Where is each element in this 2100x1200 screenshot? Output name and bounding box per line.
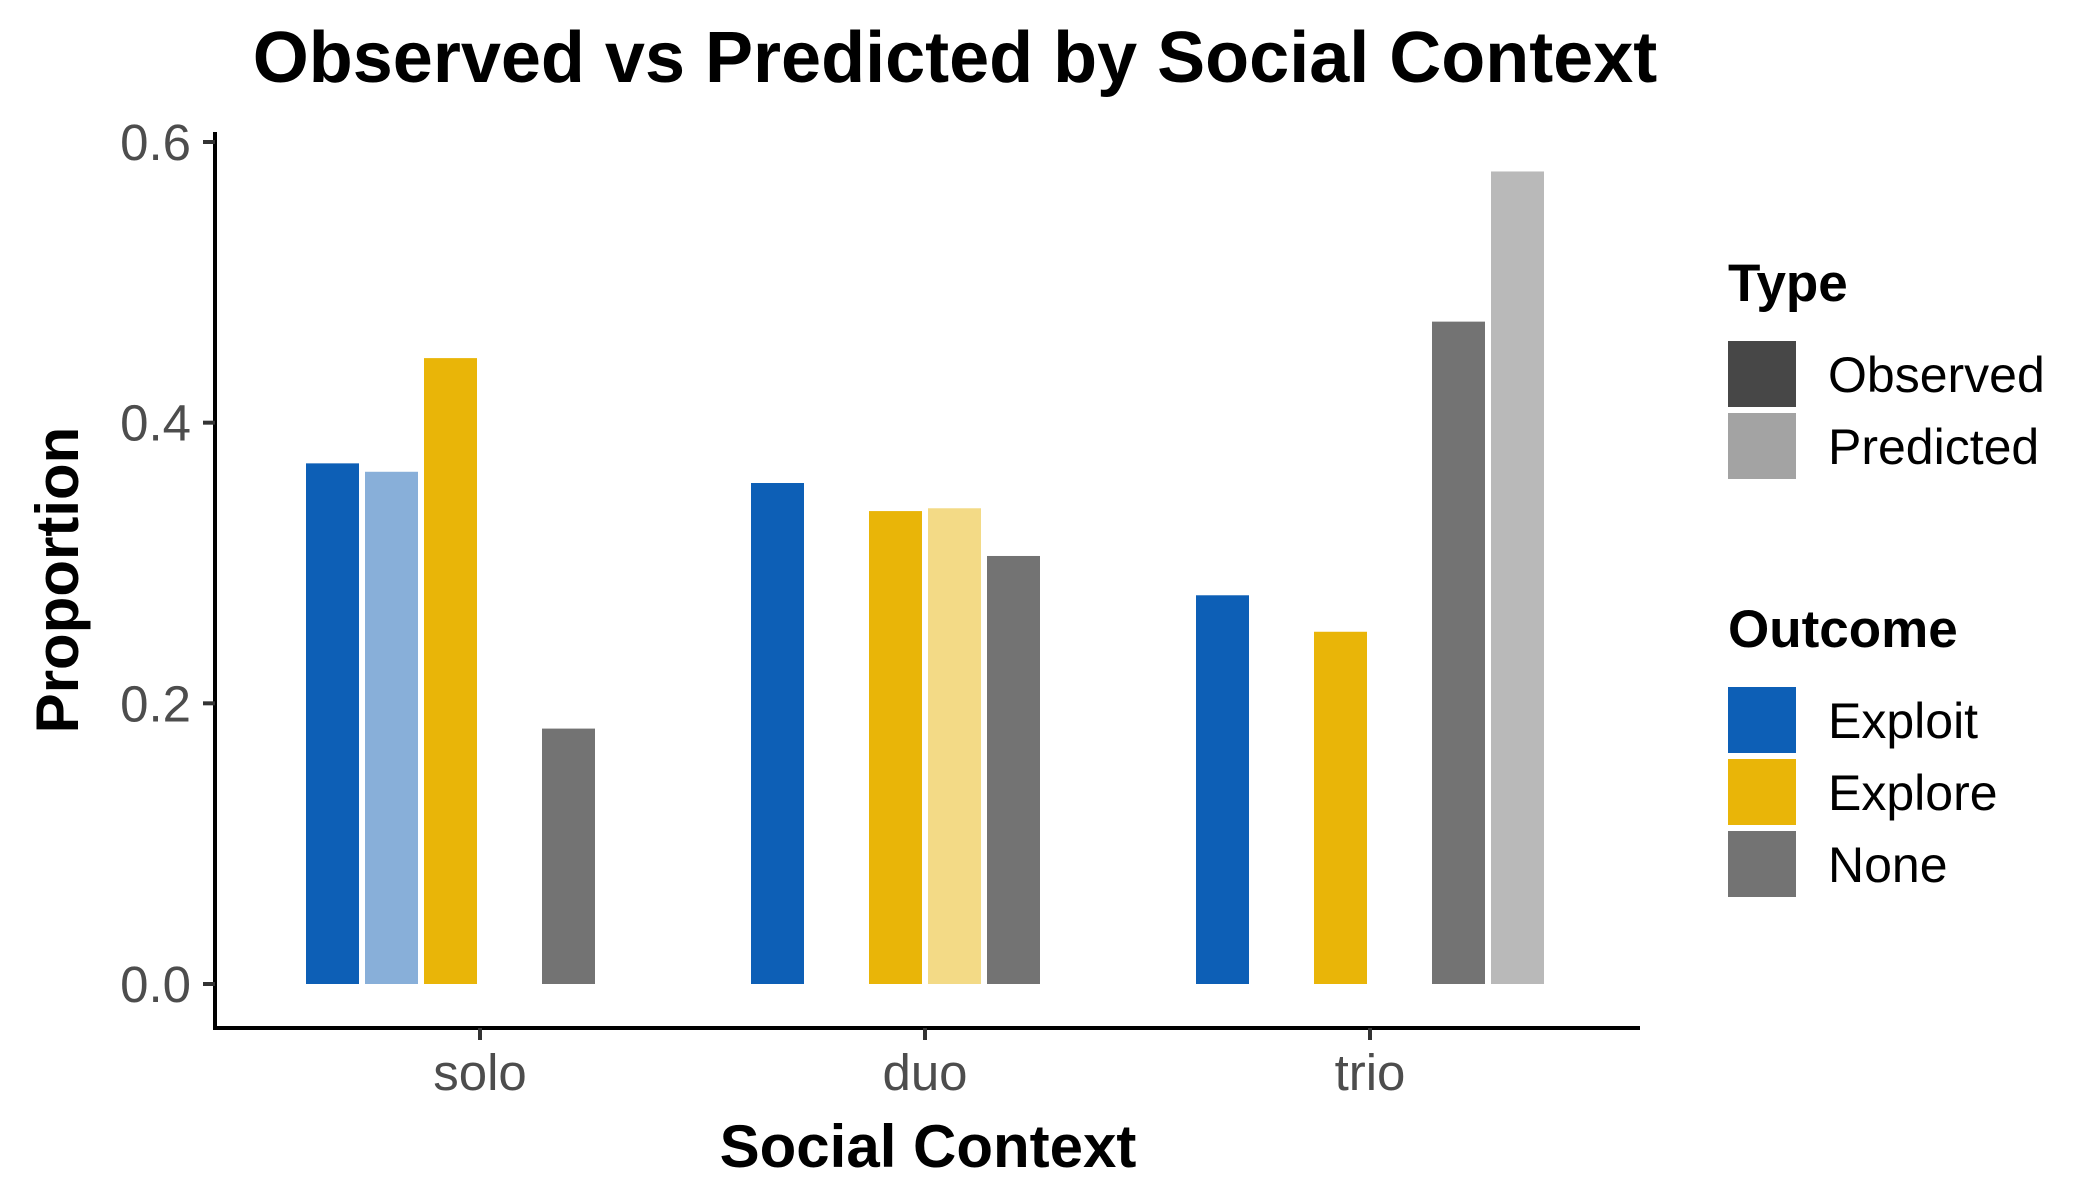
legend-outcome-items: Exploit Explore None bbox=[1728, 687, 1998, 897]
x-axis-title: Social Context bbox=[720, 1113, 1137, 1180]
x-axis-ticks: solo duo trio bbox=[433, 1028, 1405, 1101]
legend-outcome-label-explore: Explore bbox=[1828, 765, 1998, 821]
y-axis-ticks: 0.0 0.2 0.4 0.6 bbox=[120, 114, 215, 1013]
bar-solo-none-observed bbox=[542, 728, 595, 984]
bar-trio-none-predicted bbox=[1491, 171, 1544, 985]
legend-outcome-label-exploit: Exploit bbox=[1828, 693, 1978, 749]
legend-type-title: Type bbox=[1728, 254, 1848, 313]
y-tick-label: 0.4 bbox=[120, 395, 191, 452]
y-axis-title: Proportion bbox=[24, 427, 91, 734]
bar-duo-explore-predicted bbox=[928, 508, 981, 984]
bar-duo-exploit-observed bbox=[751, 483, 804, 984]
y-tick-label: 0.6 bbox=[120, 114, 191, 171]
legend-outcome-label-none: None bbox=[1828, 837, 1948, 893]
bar-trio-explore-observed bbox=[1314, 631, 1367, 984]
legend-outcome-key-exploit bbox=[1728, 687, 1796, 753]
legend-type-key-predicted bbox=[1728, 413, 1796, 479]
x-tick-label: trio bbox=[1335, 1044, 1406, 1101]
chart-title: Observed vs Predicted by Social Context bbox=[253, 18, 1658, 98]
bars bbox=[306, 171, 1544, 985]
bar-solo-exploit-observed bbox=[306, 463, 359, 984]
legend-type-key-observed bbox=[1728, 341, 1796, 407]
bar-solo-explore-observed bbox=[424, 358, 477, 984]
x-tick-label: solo bbox=[433, 1044, 527, 1101]
legend-outcome-key-explore bbox=[1728, 759, 1796, 825]
y-tick-label: 0.2 bbox=[120, 675, 191, 732]
bar-trio-exploit-observed bbox=[1196, 595, 1249, 984]
bar-solo-exploit-predicted bbox=[365, 471, 418, 984]
legend-type-label-observed: Observed bbox=[1828, 347, 2045, 403]
legend-type-label-predicted: Predicted bbox=[1828, 419, 2039, 475]
bar-duo-explore-observed bbox=[869, 511, 922, 984]
bar-trio-none-observed bbox=[1432, 321, 1485, 984]
legend-outcome-key-none bbox=[1728, 831, 1796, 897]
bar-duo-none-observed bbox=[987, 555, 1040, 984]
plot-area: 0.0 0.2 0.4 0.6 solo duo trio bbox=[120, 114, 1640, 1101]
x-tick-label: duo bbox=[882, 1044, 967, 1101]
legend-type-items: Observed Predicted bbox=[1728, 341, 2045, 479]
legend-outcome-title: Outcome bbox=[1728, 600, 1958, 659]
y-tick-label: 0.0 bbox=[120, 956, 191, 1013]
